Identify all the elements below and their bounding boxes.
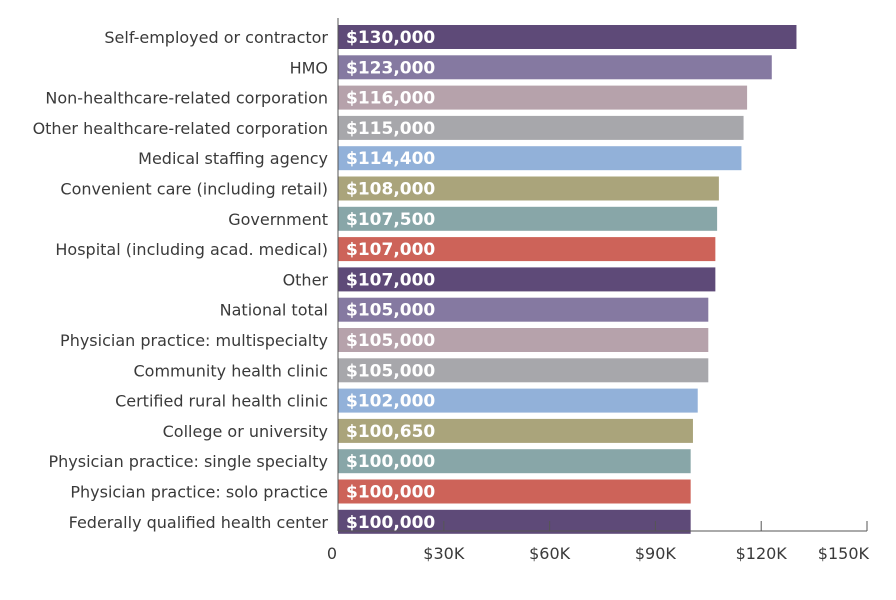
bar-value-label: $107,000 [346,270,435,290]
bar [338,388,698,413]
category-label: Other [283,270,329,289]
bar-row: $105,000 Community health clinic [134,358,709,383]
category-label: Federally qualified health center [69,513,329,532]
x-axis: 0 $30K $60K $90K $120K $150K [327,18,870,563]
bar-value-label: $102,000 [346,392,435,412]
x-tick-label: $90K [635,544,677,563]
category-label: Government [228,210,328,229]
bar-row: $116,000 Non-healthcare-related corporati… [45,85,748,110]
bar [338,267,716,292]
bar [338,206,718,231]
bar-row: $100,000 Physician practice: single speci… [48,449,691,474]
bar [338,115,744,140]
category-label: Certified rural health clinic [115,392,328,411]
x-tick-label: $60K [529,544,571,563]
bar-row: $107,000 Hospital (including acad. medica… [55,237,716,262]
bar-row: $123,000 HMO [290,55,772,80]
bar-row: $105,000 National total [220,297,709,322]
category-label: HMO [290,58,328,77]
x-tick-label: 0 [327,544,337,563]
category-label: Self-employed or contractor [104,28,328,47]
bar-row: $102,000 Certified rural health clinic [115,388,698,413]
bar-value-label: $123,000 [346,58,435,78]
bar-value-label: $105,000 [346,361,435,381]
bar-value-label: $130,000 [346,28,435,48]
category-label: Medical staffing agency [138,149,328,168]
bar-row: $107,500 Government [228,206,718,231]
category-label: Other healthcare-related corporation [33,119,328,138]
bar-row: $108,000 Convenient care (including retai… [60,176,719,201]
category-label: National total [220,301,328,320]
category-label: Convenient care (including retail) [60,180,328,199]
bar [338,449,691,474]
bar [338,237,716,262]
bar-row: $100,650 College or university [163,418,693,443]
category-label: Hospital (including acad. medical) [55,240,328,259]
bar [338,297,709,322]
category-label: Physician practice: multispecialty [60,331,328,350]
x-tick-label: $120K [736,544,788,563]
bar [338,176,719,201]
category-label: College or university [163,422,328,441]
bar-row: $107,000 Other [283,267,716,292]
bar-value-label: $108,000 [346,180,435,200]
x-tick-label: $30K [423,544,465,563]
bar [338,146,742,171]
bar [338,479,691,504]
bar [338,328,709,352]
bars-layer: $130,000 Self-employed or contractor $123,… [33,25,797,534]
category-label: Physician practice: single specialty [48,452,328,471]
bar-value-label: $107,500 [346,210,435,230]
bar [338,55,772,80]
category-label: Community health clinic [134,361,329,380]
bar-value-label: $100,000 [346,483,435,503]
category-label: Physician practice: solo practice [70,483,328,502]
bar-value-label: $105,000 [346,301,435,321]
bar-row: $115,000 Other healthcare-related corpora… [33,115,744,140]
bar-value-label: $107,000 [346,240,435,260]
bar-row: $100,000 Federally qualified health cente… [69,509,691,534]
bar-value-label: $100,000 [346,513,435,533]
bar [338,25,797,49]
bar-value-label: $105,000 [346,331,435,351]
bar-row: $100,000 Physician practice: solo practic… [70,479,691,504]
category-label: Non-healthcare-related corporation [45,89,328,108]
bar [338,85,748,110]
bar-row: $105,000 Physician practice: multispecial… [60,328,709,352]
bar-value-label: $115,000 [346,119,435,139]
bar-value-label: $116,000 [346,89,435,109]
bar-row: $130,000 Self-employed or contractor [104,25,797,49]
bar-row: $114,400 Medical staffing agency [138,146,742,171]
bar [338,418,693,443]
bar [338,358,709,383]
bar-value-label: $114,400 [346,149,435,169]
bar-value-label: $100,650 [346,422,435,442]
x-tick-label: $150K [818,544,870,563]
bar [338,509,691,534]
bar-value-label: $100,000 [346,452,435,472]
